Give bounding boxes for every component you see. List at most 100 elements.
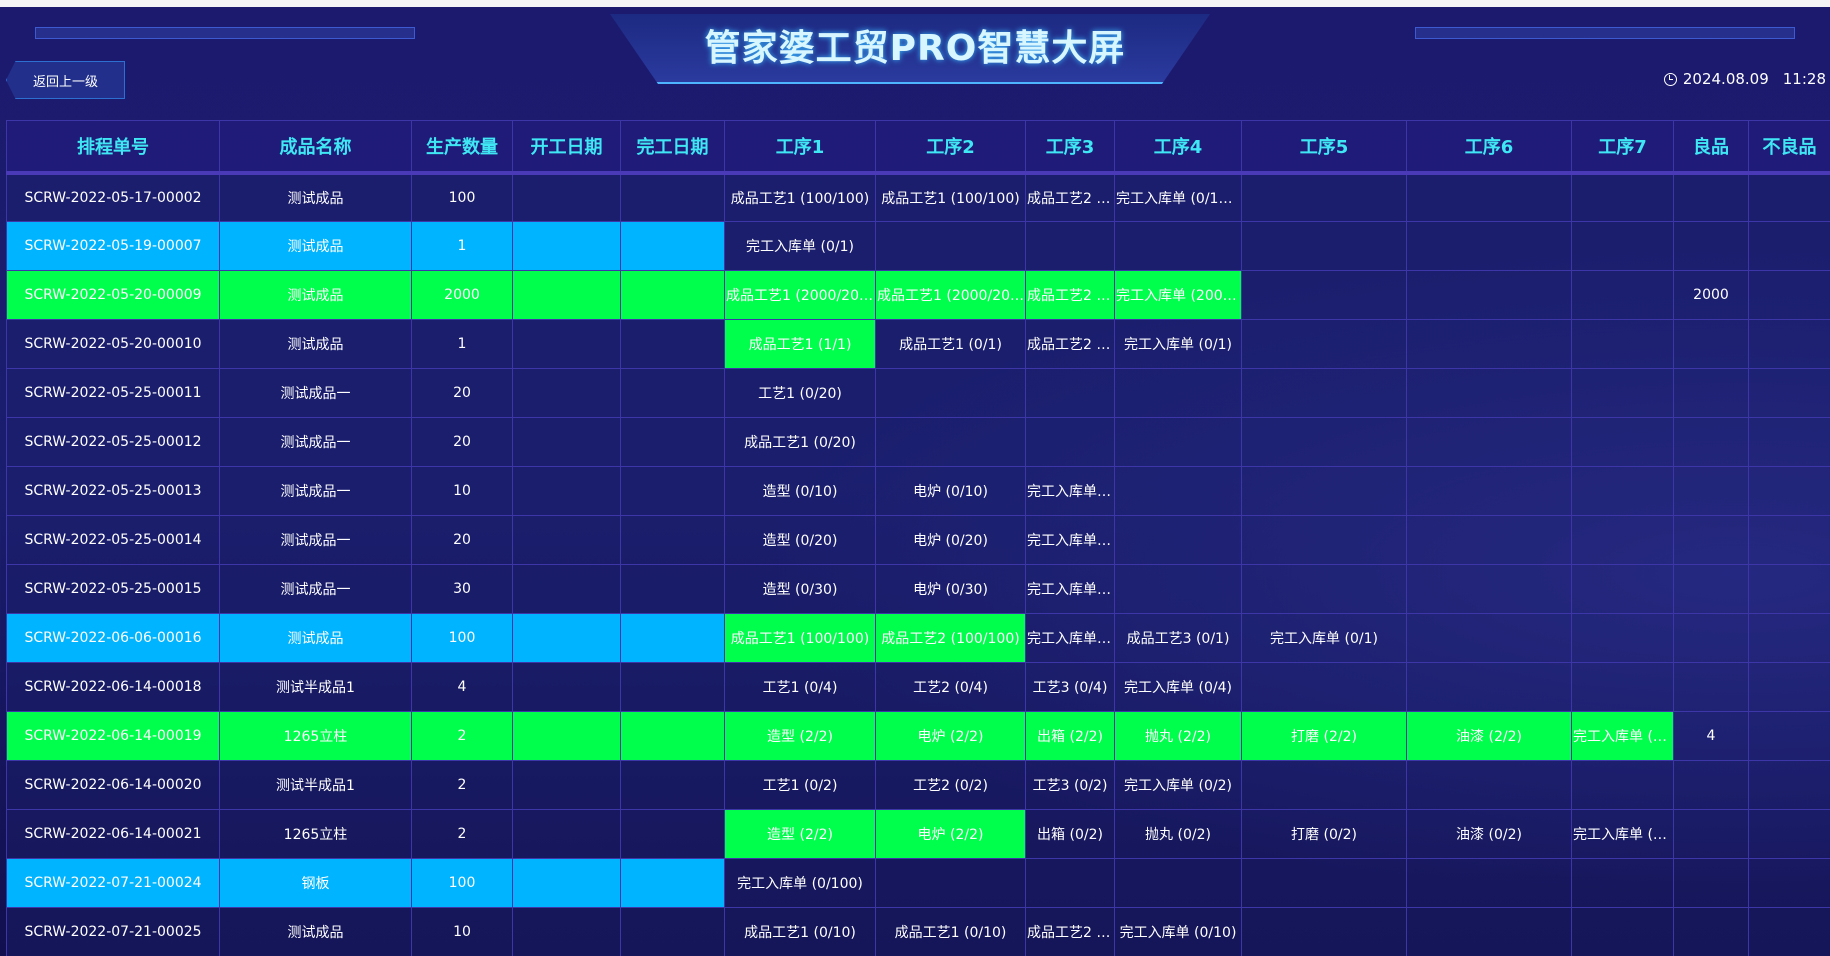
product-name-cell: 测试成品一 <box>219 417 412 467</box>
process-step-cell <box>1114 858 1242 908</box>
table-row[interactable]: SCRW-2022-05-25-00012 测试成品一 20 成品工艺1 (0/20) <box>6 417 1830 467</box>
quantity-cell: 2 <box>411 809 513 859</box>
table-row[interactable]: SCRW-2022-06-14-00018 测试半成品1 4 工艺1 (0/4) 工艺2… <box>6 662 1830 712</box>
process-step-cell <box>1571 417 1674 467</box>
table-row[interactable]: SCRW-2022-05-17-00002 测试成品 100 成品工艺1 (100/1… <box>6 172 1830 222</box>
column-header: 工序5 <box>1241 120 1407 175</box>
process-step-cell: 造型 (0/20) <box>724 515 876 565</box>
defect-qty-cell <box>1748 907 1830 956</box>
process-step-cell <box>1241 907 1407 956</box>
table-row[interactable]: SCRW-2022-06-06-00016 测试成品 100 成品工艺1 (100/1… <box>6 613 1830 663</box>
table-row[interactable]: SCRW-2022-05-19-00007 测试成品 1 完工入库单 (0/1) <box>6 221 1830 271</box>
process-step-cell: 造型 (0/10) <box>724 466 876 516</box>
table-row[interactable]: SCRW-2022-07-21-00025 测试成品 10 成品工艺1 (0/10) 成… <box>6 907 1830 956</box>
column-header: 工序7 <box>1571 120 1674 175</box>
top-strip <box>0 0 1830 7</box>
table-row[interactable]: SCRW-2022-05-20-00010 测试成品 1 成品工艺1 (1/1) 成品工… <box>6 319 1830 369</box>
defect-qty-cell <box>1748 417 1830 467</box>
process-step-cell <box>875 221 1026 271</box>
good-qty-cell <box>1673 613 1749 663</box>
process-step-cell <box>1025 417 1115 467</box>
start-date-cell <box>512 613 621 663</box>
schedule-no-cell: SCRW-2022-05-25-00012 <box>6 417 220 467</box>
column-header: 完工日期 <box>620 120 725 175</box>
page-title: 管家婆工贸PRO智慧大屏 <box>704 28 1126 69</box>
schedule-no-cell: SCRW-2022-05-20-00010 <box>6 319 220 369</box>
product-name-cell: 测试成品 <box>219 319 412 369</box>
process-step-cell <box>1406 907 1572 956</box>
title-decoration-right <box>1415 27 1795 39</box>
schedule-no-cell: SCRW-2022-05-25-00014 <box>6 515 220 565</box>
defect-qty-cell <box>1748 613 1830 663</box>
schedule-no-cell: SCRW-2022-05-25-00013 <box>6 466 220 516</box>
table-row[interactable]: SCRW-2022-06-14-00021 1265立柱 2 造型 (2/2) 电炉 (… <box>6 809 1830 859</box>
process-step-cell <box>1114 221 1242 271</box>
process-step-cell <box>1571 858 1674 908</box>
product-name-cell: 1265立柱 <box>219 711 412 761</box>
process-step-cell: 完工入库单 ... <box>1025 466 1115 516</box>
process-step-cell <box>1241 319 1407 369</box>
process-step-cell: 成品工艺2 (... <box>1025 319 1115 369</box>
process-step-cell <box>1406 662 1572 712</box>
column-header: 成品名称 <box>219 120 412 175</box>
product-name-cell: 测试成品 <box>219 613 412 663</box>
column-header: 生产数量 <box>411 120 513 175</box>
good-qty-cell <box>1673 368 1749 418</box>
process-step-cell: 电炉 (0/30) <box>875 564 1026 614</box>
process-step-cell: 完工入库单 (0/4) <box>1114 662 1242 712</box>
process-step-cell <box>1406 319 1572 369</box>
process-step-cell: 工艺1 (0/20) <box>724 368 876 418</box>
time-text: 11:28 <box>1782 70 1826 88</box>
process-step-cell: 完工入库单 (0/1) <box>724 221 876 271</box>
process-step-cell: 完工入库单 (4... <box>1571 711 1674 761</box>
good-qty-cell <box>1673 466 1749 516</box>
good-qty-cell <box>1673 515 1749 565</box>
table-row[interactable]: SCRW-2022-05-25-00013 测试成品一 10 造型 (0/10) 电炉 … <box>6 466 1830 516</box>
table-row[interactable]: SCRW-2022-05-25-00011 测试成品一 20 工艺1 (0/20) <box>6 368 1830 418</box>
quantity-cell: 1 <box>411 319 513 369</box>
table-row[interactable]: SCRW-2022-05-25-00014 测试成品一 20 造型 (0/20) 电炉 … <box>6 515 1830 565</box>
product-name-cell: 测试成品 <box>219 221 412 271</box>
start-date-cell <box>512 564 621 614</box>
process-step-cell: 成品工艺1 (0/1) <box>875 319 1026 369</box>
end-date-cell <box>620 417 725 467</box>
process-step-cell <box>1241 760 1407 810</box>
process-step-cell: 成品工艺1 (0/10) <box>724 907 876 956</box>
table-row[interactable]: SCRW-2022-06-14-00019 1265立柱 2 造型 (2/2) 电炉 (… <box>6 711 1830 761</box>
start-date-cell <box>512 662 621 712</box>
table-row[interactable]: SCRW-2022-05-20-00009 测试成品 2000 成品工艺1 (2000… <box>6 270 1830 320</box>
schedule-no-cell: SCRW-2022-05-25-00015 <box>6 564 220 614</box>
process-step-cell <box>1241 662 1407 712</box>
product-name-cell: 测试成品一 <box>219 515 412 565</box>
column-header: 工序2 <box>875 120 1026 175</box>
product-name-cell: 测试成品 <box>219 907 412 956</box>
column-header: 不良品 <box>1748 120 1830 175</box>
quantity-cell: 100 <box>411 858 513 908</box>
schedule-no-cell: SCRW-2022-05-20-00009 <box>6 270 220 320</box>
good-qty-cell: 4 <box>1673 711 1749 761</box>
table-row[interactable]: SCRW-2022-06-14-00020 测试半成品1 2 工艺1 (0/2) 工艺2… <box>6 760 1830 810</box>
good-qty-cell <box>1673 809 1749 859</box>
process-step-cell <box>1571 466 1674 516</box>
schedule-no-cell: SCRW-2022-06-14-00020 <box>6 760 220 810</box>
process-step-cell: 电炉 (2/2) <box>875 809 1026 859</box>
defect-qty-cell <box>1748 662 1830 712</box>
process-step-cell <box>1571 319 1674 369</box>
table-row[interactable]: SCRW-2022-07-21-00024 钢板 100 完工入库单 (0/100) <box>6 858 1830 908</box>
back-button[interactable]: 返回上一级 <box>6 61 125 99</box>
process-step-cell <box>1241 417 1407 467</box>
process-step-cell: 成品工艺3 (0/1) <box>1114 613 1242 663</box>
process-step-cell: 油漆 (2/2) <box>1406 711 1572 761</box>
process-step-cell: 完工入库单 (0... <box>1571 809 1674 859</box>
start-date-cell <box>512 466 621 516</box>
start-date-cell <box>512 417 621 467</box>
good-qty-cell <box>1673 221 1749 271</box>
quantity-cell: 1 <box>411 221 513 271</box>
schedule-no-cell: SCRW-2022-07-21-00025 <box>6 907 220 956</box>
process-step-cell: 工艺3 (0/2) <box>1025 760 1115 810</box>
process-step-cell <box>1406 858 1572 908</box>
table-row[interactable]: SCRW-2022-05-25-00015 测试成品一 30 造型 (0/30) 电炉 … <box>6 564 1830 614</box>
column-header: 工序1 <box>724 120 876 175</box>
process-step-cell <box>1241 172 1407 222</box>
product-name-cell: 测试成品一 <box>219 368 412 418</box>
